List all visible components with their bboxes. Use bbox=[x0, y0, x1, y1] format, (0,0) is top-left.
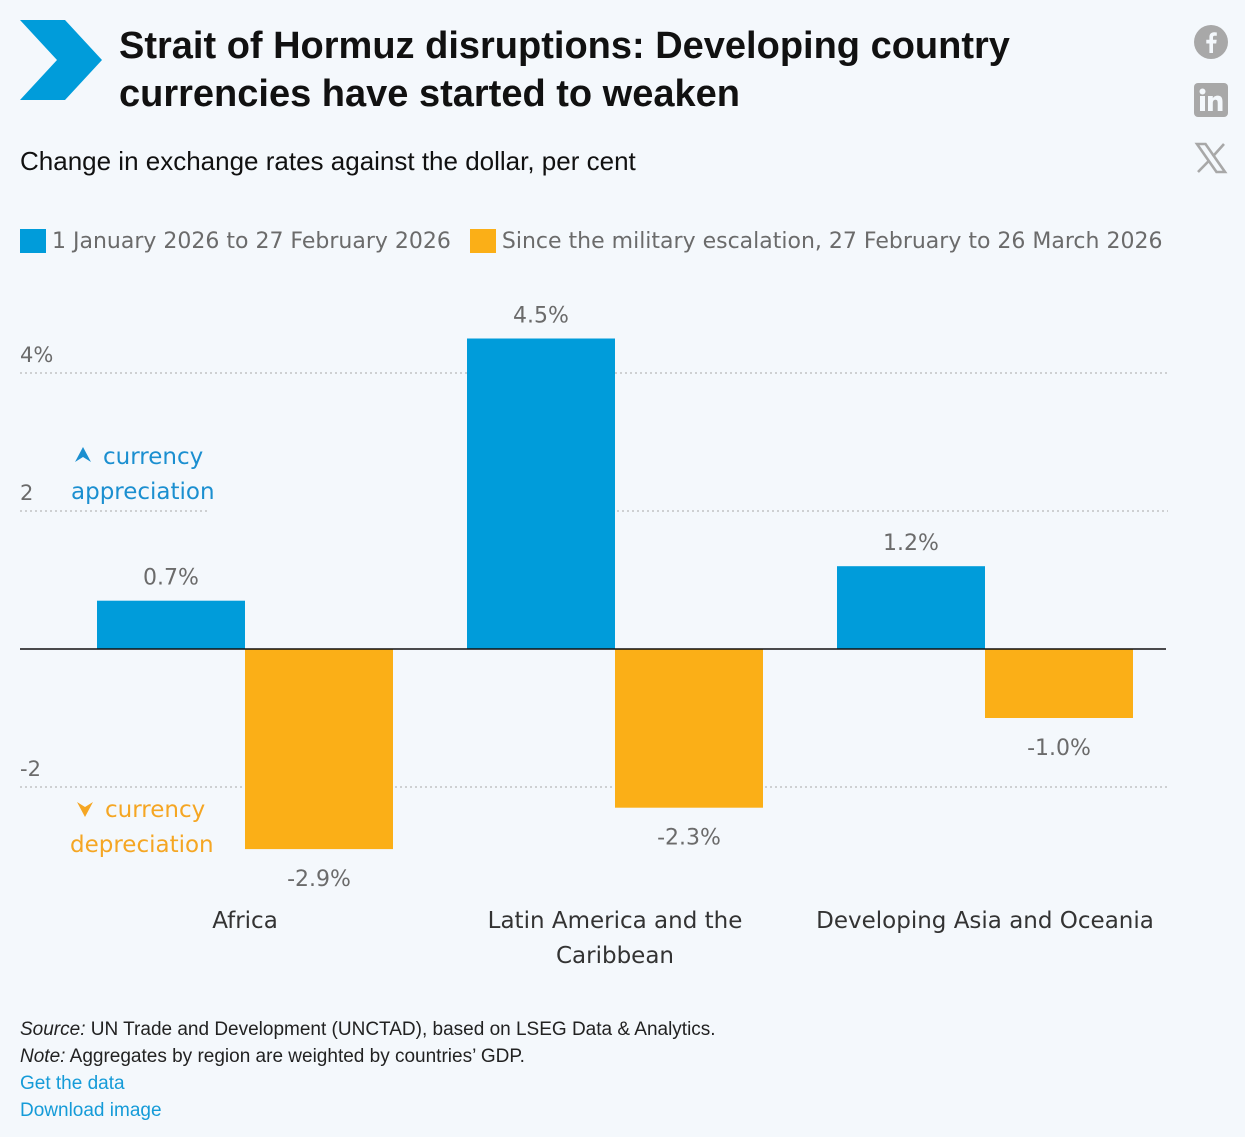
annotation-appreciation: appreciation bbox=[71, 479, 215, 505]
x-share-button[interactable] bbox=[1193, 140, 1229, 176]
x-category-label: Caribbean bbox=[556, 943, 674, 969]
x-category-label: Latin America and the bbox=[488, 908, 743, 934]
y-tick-label: 4% bbox=[20, 343, 53, 367]
annotation-depreciation: depreciation bbox=[70, 832, 214, 858]
bar bbox=[615, 649, 763, 808]
data-label: 0.7% bbox=[143, 566, 199, 591]
source-text: UN Trade and Development (UNCTAD), based… bbox=[90, 1019, 716, 1040]
legend-label-series1: 1 January 2026 to 27 February 2026 bbox=[52, 228, 451, 254]
bar-chart: 4% 2 -2 0.7% 4.5% 1.2% -2.9% -2.3% -1.0% Africa La… bbox=[20, 304, 1168, 969]
y-tick-label: -2 bbox=[20, 757, 41, 781]
source-label: Source: bbox=[20, 1019, 86, 1040]
data-label: -1.0% bbox=[1027, 736, 1091, 761]
bar bbox=[245, 649, 393, 850]
note-text: Aggregates by region are weighted by cou… bbox=[69, 1046, 525, 1067]
legend-item-series1: 1 January 2026 to 27 February 2026 bbox=[20, 229, 451, 254]
facebook-share-button[interactable] bbox=[1193, 24, 1229, 60]
down-arrow-icon bbox=[77, 802, 93, 817]
note-line: Note: Aggregates by region are weighted … bbox=[20, 1043, 716, 1070]
legend-label-series2: Since the military escalation, 27 Februa… bbox=[501, 228, 1163, 254]
x-category-label: Developing Asia and Oceania bbox=[816, 908, 1154, 934]
chart-title: Strait of Hormuz disruptions: Developing… bbox=[119, 25, 1010, 115]
chart-legend: 1 January 2026 to 27 February 2026 Since… bbox=[20, 226, 1181, 256]
note-label: Note: bbox=[20, 1046, 66, 1067]
linkedin-share-button[interactable] bbox=[1193, 82, 1229, 118]
data-label: -2.3% bbox=[657, 826, 721, 851]
bar bbox=[97, 600, 245, 649]
x-icon bbox=[1194, 142, 1228, 174]
y-tick-label: 2 bbox=[20, 481, 33, 505]
linkedin-icon bbox=[1194, 83, 1228, 117]
logo-chevron-shape bbox=[20, 20, 102, 100]
bar bbox=[985, 649, 1133, 718]
data-label: -2.9% bbox=[287, 867, 351, 892]
download-image-link[interactable]: Download image bbox=[20, 1100, 162, 1121]
x-category-label: Africa bbox=[212, 908, 278, 934]
up-arrow-icon bbox=[75, 447, 91, 462]
annotation-appreciation: currency bbox=[103, 444, 203, 470]
get-data-link[interactable]: Get the data bbox=[20, 1073, 125, 1094]
bar bbox=[467, 338, 615, 649]
chart-footer: Source: UN Trade and Development (UNCTAD… bbox=[20, 1016, 716, 1124]
legend-item-series2: Since the military escalation, 27 Februa… bbox=[469, 228, 1163, 254]
data-label: 4.5% bbox=[513, 304, 569, 329]
legend-swatch-series1 bbox=[20, 229, 46, 253]
bar bbox=[837, 566, 985, 649]
source-line: Source: UN Trade and Development (UNCTAD… bbox=[20, 1016, 716, 1043]
annotation-depreciation: currency bbox=[105, 797, 205, 823]
facebook-icon bbox=[1194, 25, 1228, 59]
data-label: 1.2% bbox=[883, 531, 939, 556]
chart-subtitle: Change in exchange rates against the dol… bbox=[20, 146, 636, 176]
brand-chevron-logo bbox=[20, 20, 102, 100]
legend-swatch-series2 bbox=[469, 229, 496, 253]
